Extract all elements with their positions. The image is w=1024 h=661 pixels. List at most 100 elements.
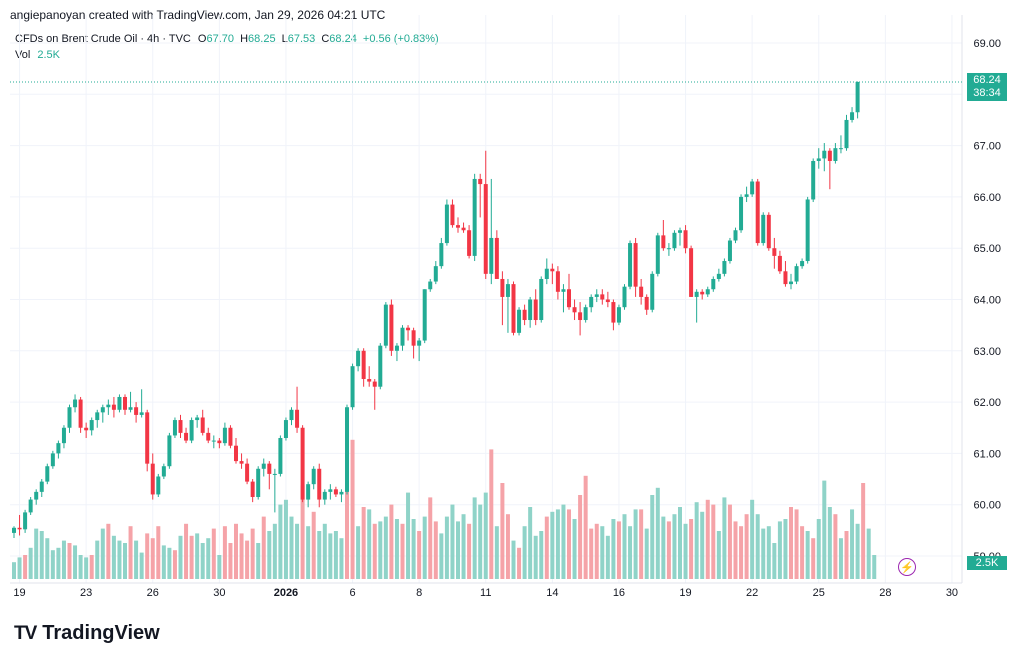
volume-bar <box>317 531 322 579</box>
symbol-name[interactable]: CFDs on Brent Crude Oil · 4h · TVC <box>15 33 191 45</box>
candle-body <box>666 248 671 250</box>
volume-bar <box>417 531 422 579</box>
candle-body <box>428 281 433 290</box>
volume-bar <box>433 521 438 579</box>
volume-bar <box>705 499 710 579</box>
volume-bar <box>472 497 477 579</box>
volume-label: Vol <box>15 49 31 61</box>
volume-legend[interactable]: Vol 2.5K <box>15 49 60 61</box>
volume-bar <box>228 543 233 579</box>
candle-body <box>56 443 61 454</box>
volume-bar <box>544 516 549 579</box>
candle-body <box>844 119 849 149</box>
volume-bar <box>872 555 877 579</box>
volume-bar <box>139 552 144 579</box>
candle-body <box>716 273 721 279</box>
candle-body <box>111 404 116 410</box>
candle-body <box>172 420 177 436</box>
price-tick-label: 65.00 <box>973 243 1001 255</box>
volume-bar <box>572 519 577 579</box>
candle-body <box>245 463 250 482</box>
candle-body <box>100 407 105 413</box>
volume-bar <box>666 521 671 579</box>
volume-bar <box>206 538 211 579</box>
candle-body <box>533 299 538 321</box>
volume-bar <box>639 509 644 579</box>
volume-bar <box>844 531 849 579</box>
volume-bar <box>256 543 261 579</box>
candle-body <box>583 307 588 321</box>
volume-bar <box>45 538 50 579</box>
candle-body <box>378 345 383 387</box>
high-value: 68.25 <box>248 33 276 45</box>
volume-bar <box>156 526 161 579</box>
candle-body <box>678 230 682 233</box>
candle-body <box>289 409 294 421</box>
volume-bar <box>766 526 771 579</box>
volume-bar <box>300 485 305 579</box>
volume-bar <box>783 519 788 579</box>
symbol-legend[interactable]: CFDs on Brent Crude Oil · 4h · TVC O67.7… <box>15 33 439 45</box>
candle-body <box>838 148 843 150</box>
candle-body <box>189 420 194 441</box>
candle-body <box>600 294 605 300</box>
volume-bar <box>272 523 277 579</box>
volume-bar <box>633 509 638 579</box>
candle-body <box>211 440 216 442</box>
volume-bar <box>450 504 455 579</box>
candle-body <box>489 237 494 274</box>
candle-body <box>478 178 483 185</box>
candle-body <box>433 266 438 282</box>
candle-body <box>511 284 516 333</box>
volume-bar <box>589 528 594 579</box>
candle-body <box>605 299 610 303</box>
volume-bar <box>56 547 61 579</box>
lightning-icon[interactable]: ⚡ <box>898 558 916 576</box>
candle-body <box>200 417 205 433</box>
volume-bar <box>789 507 793 579</box>
volume-bar <box>167 547 172 579</box>
candlestick-series <box>12 81 860 539</box>
time-tick-label: 11 <box>480 587 491 599</box>
volume-bar <box>111 535 116 579</box>
volume-value: 2.5K <box>37 49 60 61</box>
volume-bar <box>184 523 189 579</box>
candle-body <box>822 150 827 159</box>
candle-body <box>816 158 821 161</box>
volume-bar <box>306 526 311 579</box>
candle-body <box>422 289 427 341</box>
candle-body <box>128 407 133 410</box>
candle-body <box>184 432 189 441</box>
low-label: L <box>281 33 288 45</box>
volume-bar <box>222 526 227 579</box>
time-tick-label: 8 <box>416 587 422 599</box>
candle-body <box>272 473 277 475</box>
price-tick-label: 62.00 <box>973 397 1001 409</box>
volume-bar <box>394 519 399 579</box>
candle-body <box>150 463 155 495</box>
price-tick-label: 64.00 <box>973 295 1001 307</box>
candle-body <box>195 417 200 421</box>
candle-body <box>550 268 555 272</box>
candle-body <box>39 481 44 492</box>
candle-body <box>12 527 16 533</box>
candle-body <box>333 489 338 495</box>
candle-body <box>317 468 322 500</box>
volume-bar <box>322 523 327 579</box>
volume-bar <box>278 504 283 579</box>
candle-body <box>394 345 399 351</box>
volume-bar <box>672 514 677 579</box>
last-price-tag: 68.24 38:34 <box>967 73 1007 101</box>
time-tick-label: 19 <box>679 587 691 599</box>
candle-body <box>500 278 505 297</box>
last-price-value: 68.24 <box>973 74 1001 86</box>
volume-bar <box>528 507 533 579</box>
candle-body <box>123 396 127 410</box>
time-tick-label: 19 <box>13 587 25 599</box>
time-tick-label: 16 <box>613 587 625 599</box>
volume-bar <box>777 521 782 579</box>
volume-bar <box>811 538 816 579</box>
volume-bar <box>117 540 122 579</box>
volume-bar <box>200 543 205 579</box>
